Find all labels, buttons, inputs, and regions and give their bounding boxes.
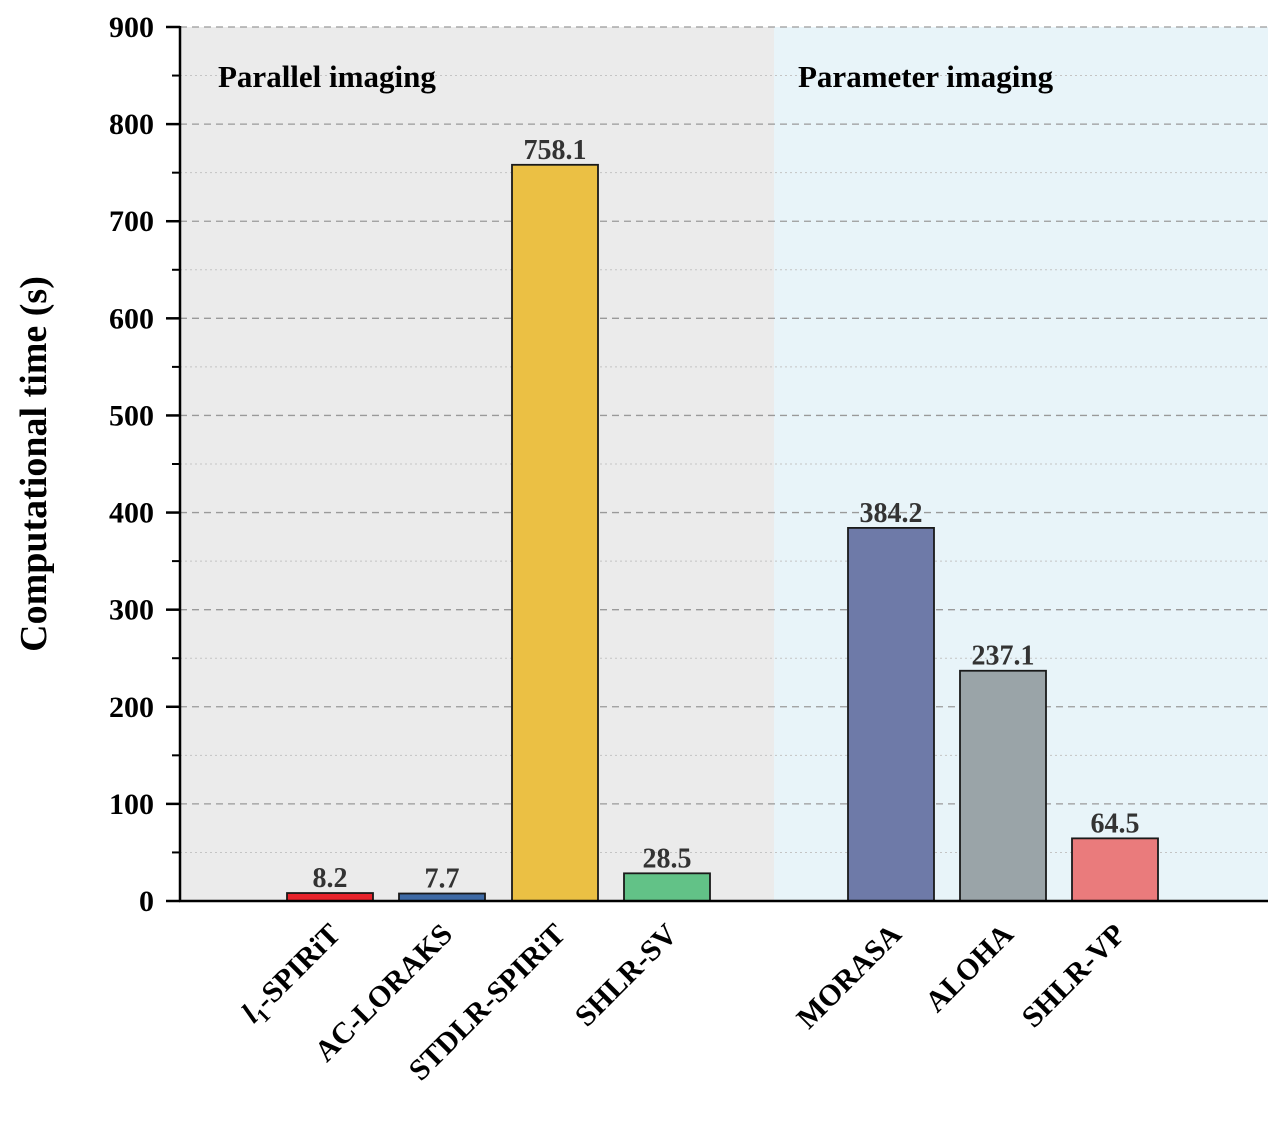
value-label: 8.2 [313, 863, 348, 894]
value-label: 28.5 [643, 843, 692, 874]
region-label: Parallel imaging [218, 59, 436, 94]
gridlines [180, 26, 1268, 853]
category-label: l1-SPIRiT [235, 918, 350, 1033]
value-label: 758.1 [524, 135, 587, 166]
bars [286, 163, 1159, 902]
y-tick-label: 0 [139, 885, 154, 918]
axes [166, 25, 1268, 903]
value-label: 7.7 [425, 864, 460, 895]
category-label: MORASA [790, 917, 908, 1035]
bar-shlr-vp [1071, 837, 1159, 902]
category-label: SHLR-VP [1015, 918, 1131, 1034]
y-tick-label: 500 [109, 399, 154, 432]
bar-stdlr-spirit [511, 163, 599, 902]
region-label: Parameter imaging [798, 59, 1054, 94]
region-backgrounds [180, 27, 1268, 901]
value-label: 64.5 [1091, 808, 1140, 839]
y-axis-label: Computational time (s) [13, 276, 55, 652]
category-label: SHLR-SV [569, 917, 685, 1033]
y-tick-label: 900 [109, 11, 154, 44]
y-tick-label: 400 [109, 497, 154, 530]
y-tick-label: 100 [109, 788, 154, 821]
bar-aloha [959, 669, 1047, 902]
bar-morasa [847, 526, 935, 902]
value-label: 384.2 [860, 498, 923, 529]
y-tick-label: 600 [109, 302, 154, 335]
y-tick-label: 300 [109, 594, 154, 627]
y-tick-label: 700 [109, 205, 154, 238]
y-tick-label: 200 [109, 691, 154, 724]
value-label: 237.1 [972, 641, 1035, 672]
category-label: ALOHA [919, 917, 1020, 1018]
y-tick-label: 800 [109, 108, 154, 141]
bar-shlr-sv [623, 872, 711, 902]
